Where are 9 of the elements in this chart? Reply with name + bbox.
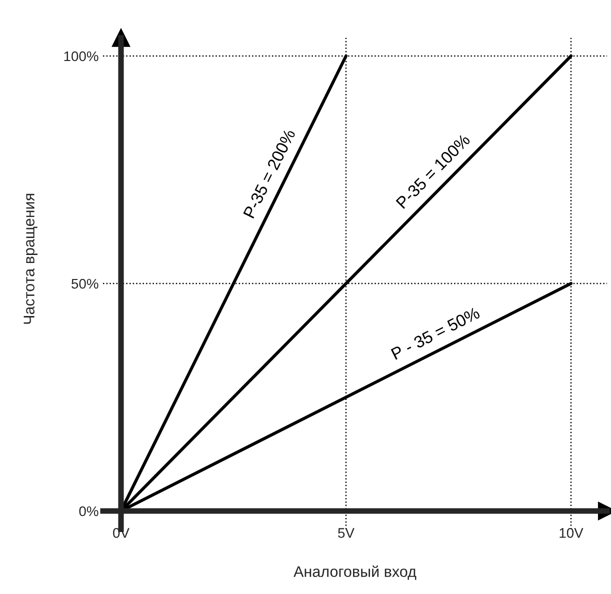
text: P-35 = 200% (243, 128, 296, 219)
x-tick-label: 5V (338, 528, 354, 538)
y-tick-label: 50% (72, 278, 98, 289)
x-tick-label: 10V (560, 528, 584, 538)
y-tick-label: 100% (64, 51, 98, 62)
y-axis-title: Частота вращения (24, 194, 38, 324)
y-tick-label: 0% (79, 506, 98, 516)
x-axis-title: Аналоговый вход (294, 565, 416, 580)
text: P - 35 = 50% (390, 306, 480, 360)
